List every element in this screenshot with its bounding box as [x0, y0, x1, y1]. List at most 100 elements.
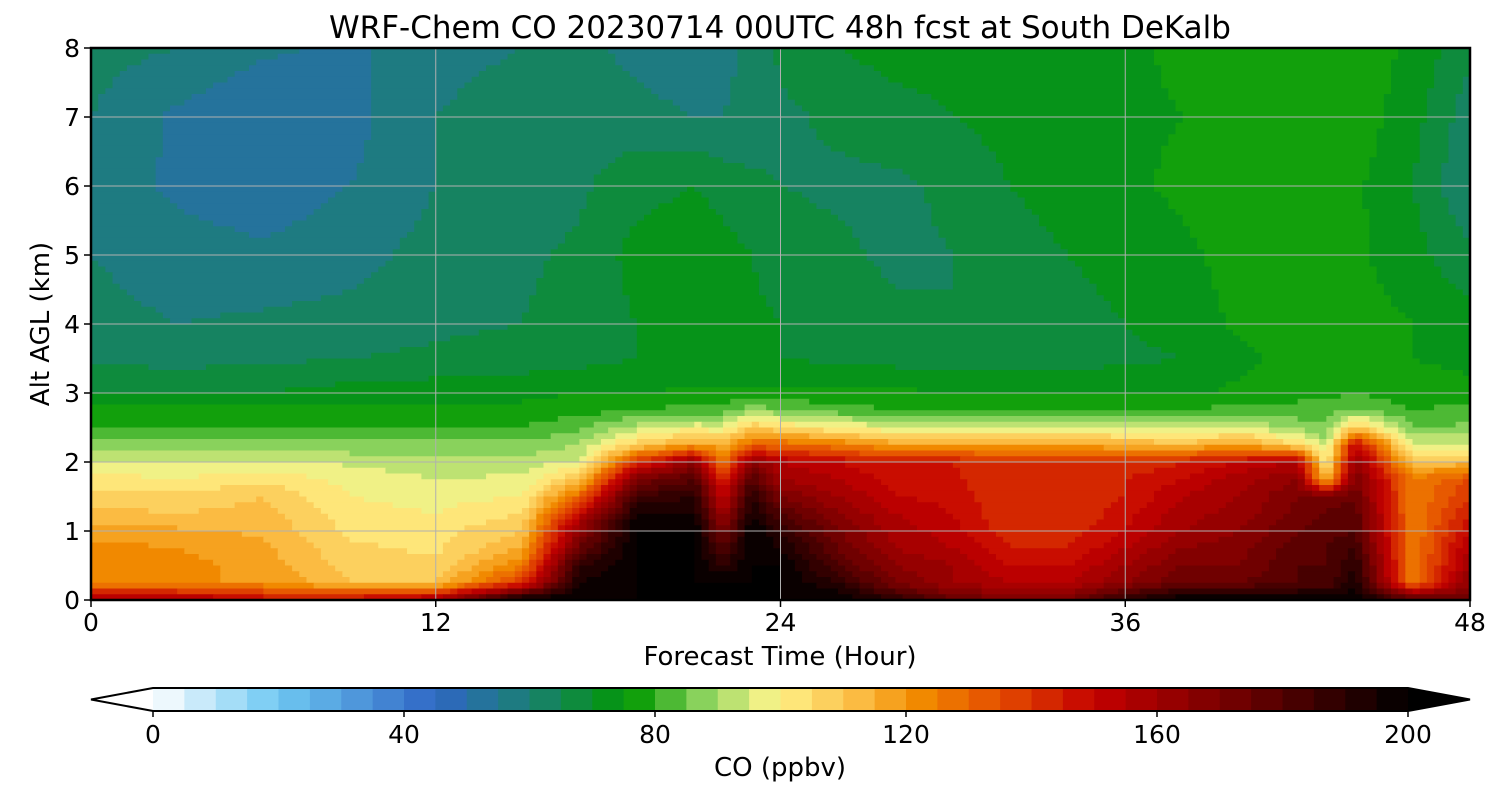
heatmap-cell	[773, 48, 846, 55]
colorbar-band	[906, 688, 938, 711]
heatmap-cell	[1376, 582, 1385, 590]
heatmap-cell	[794, 519, 818, 526]
heatmap-cell	[837, 410, 1335, 417]
heatmap-cell	[679, 191, 703, 199]
heatmap-cell	[802, 577, 832, 584]
heatmap-cell	[600, 450, 609, 457]
heatmap-cell	[1441, 364, 1470, 371]
heatmap-cell	[1412, 191, 1442, 199]
heatmap-cell	[1189, 473, 1227, 480]
y-tick-label: 8	[64, 34, 80, 63]
heatmap-cell	[679, 473, 695, 480]
heatmap-cell	[586, 364, 897, 371]
heatmap-cell	[636, 577, 695, 584]
x-axis: 0 12 24 36 48	[83, 600, 1486, 637]
heatmap-cell	[421, 594, 444, 600]
heatmap-cell	[780, 71, 882, 78]
colorbar-band	[717, 688, 750, 711]
heatmap-cell	[895, 588, 918, 595]
heatmap-cell	[744, 450, 753, 457]
heatmap-cell	[988, 145, 1162, 153]
heatmap-cell	[1355, 456, 1363, 463]
heatmap-cell	[1010, 180, 1155, 187]
heatmap-cell	[787, 94, 932, 101]
heatmap-cell	[91, 375, 430, 383]
heatmap-cell	[636, 473, 659, 480]
heatmap-cell	[586, 203, 659, 210]
heatmap-cell	[629, 295, 767, 302]
heatmap-cell	[845, 456, 961, 463]
heatmap-cell	[435, 117, 810, 124]
heatmap-cell	[112, 272, 372, 279]
heatmap-cell	[1412, 168, 1442, 176]
heatmap-cell	[1426, 508, 1442, 515]
heatmap-cell	[478, 71, 631, 78]
heatmap-cell	[751, 439, 789, 446]
heatmap-cell	[1096, 519, 1134, 526]
heatmap-cell	[881, 71, 1162, 78]
heatmap-cell	[1355, 588, 1363, 595]
heatmap-cell	[435, 186, 595, 193]
heatmap-cell	[593, 519, 602, 526]
heatmap-cell	[888, 278, 954, 285]
heatmap-cell	[529, 525, 537, 532]
heatmap-cell	[1218, 433, 1256, 440]
heatmap-cell	[1369, 565, 1378, 572]
heatmap-cell	[162, 151, 365, 158]
heatmap-cell	[371, 117, 437, 124]
heatmap-cell	[91, 525, 178, 532]
heatmap-cell	[730, 467, 738, 475]
heatmap-cell	[672, 456, 688, 463]
heatmap-cell	[428, 203, 588, 210]
heatmap-cell	[1448, 554, 1457, 561]
heatmap-cell	[550, 594, 638, 600]
heatmap-cell	[766, 525, 774, 532]
y-tick-label: 2	[64, 448, 80, 477]
heatmap-cell	[306, 496, 365, 503]
heatmap-cell	[1419, 565, 1428, 572]
heatmap-cell	[91, 393, 559, 400]
heatmap-cell	[1398, 525, 1406, 532]
heatmap-cell	[1355, 548, 1363, 555]
heatmap-cell	[1412, 163, 1442, 170]
heatmap-cell	[1297, 479, 1306, 486]
heatmap-cell	[1398, 427, 1406, 434]
heatmap-cell	[615, 502, 624, 509]
heatmap-cell	[636, 456, 652, 463]
heatmap-cell	[1340, 444, 1349, 452]
heatmap-cell	[1103, 513, 1134, 521]
heatmap-cell	[1405, 490, 1435, 498]
heatmap-cell	[565, 571, 573, 578]
heatmap-cell	[557, 571, 566, 578]
heatmap-cell	[600, 485, 609, 492]
heatmap-cell	[780, 352, 1177, 360]
heatmap-cell	[536, 289, 624, 296]
heatmap-cell	[91, 140, 164, 147]
heatmap-cell	[845, 151, 997, 158]
heatmap-cell	[586, 490, 595, 498]
heatmap-cell	[636, 352, 782, 360]
heatmap-cell	[1383, 444, 1392, 452]
heatmap-cell	[766, 496, 774, 503]
heatmap-cell	[1441, 479, 1464, 486]
heatmap-cell	[1362, 571, 1371, 578]
heatmap-cell	[1412, 439, 1470, 446]
heatmap-cell	[170, 318, 193, 325]
heatmap-cell	[1132, 473, 1191, 480]
heatmap-cell	[320, 295, 530, 302]
heatmap-cell	[1398, 571, 1406, 578]
heatmap-cell	[478, 594, 487, 600]
heatmap-cell	[636, 548, 695, 555]
heatmap-cell	[1383, 410, 1470, 417]
chart-title: WRF-Chem CO 20230714 00UTC 48h fcst at S…	[329, 10, 1231, 46]
heatmap-cell	[557, 416, 624, 423]
heatmap-cell	[529, 301, 631, 308]
heatmap-cell	[486, 542, 523, 549]
heatmap-cell	[1455, 99, 1470, 107]
heatmap-cell	[1441, 508, 1457, 515]
heatmap-cell	[91, 99, 99, 107]
heatmap-cell	[816, 554, 832, 561]
heatmap-cell	[1161, 163, 1371, 170]
heatmap-cell	[1268, 490, 1313, 498]
heatmap-cell	[1412, 588, 1421, 595]
